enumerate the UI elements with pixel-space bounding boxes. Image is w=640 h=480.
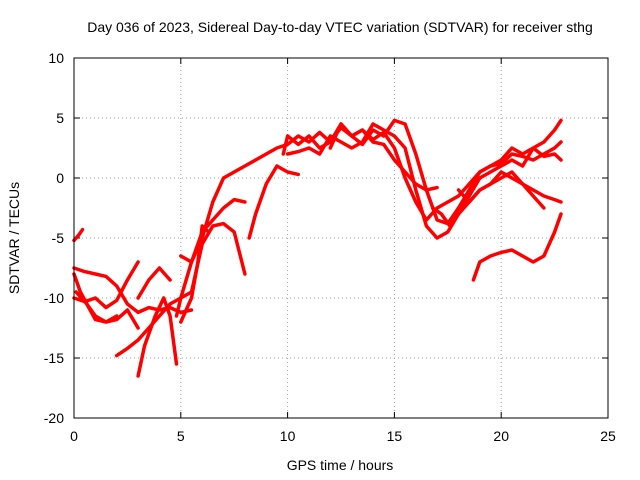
series-track-s: [471, 212, 563, 282]
y-tick-label: -5: [52, 230, 65, 246]
y-tick-label: 10: [48, 50, 64, 66]
plot-frame: [73, 57, 609, 419]
y-tick-label: -10: [44, 290, 64, 306]
series-track-k: [179, 221, 247, 300]
data-series: [72, 118, 563, 378]
y-axis-label: SDTVAR / TECUs: [6, 182, 22, 294]
series-track-r: [456, 170, 546, 210]
series-track-b: [72, 272, 140, 330]
x-axis-label: GPS time / hours: [287, 457, 394, 473]
x-tick-label: 25: [600, 428, 616, 444]
x-tick-label: 10: [280, 428, 296, 444]
series-track-g: [136, 296, 179, 378]
series-track-a: [72, 227, 85, 243]
y-tick-label: 5: [56, 110, 64, 126]
series-track-h: [136, 266, 172, 300]
x-tick-label: 5: [177, 428, 185, 444]
x-tick-label: 20: [493, 428, 509, 444]
x-axis-tick-labels: 0 5 10 15 20 25: [70, 428, 616, 444]
series-track-c: [72, 266, 194, 315]
series-track-f: [114, 296, 183, 358]
y-tick-label: -20: [44, 410, 64, 426]
y-axis-tick-labels: -20 -15 -10 -5 0 5 10: [44, 50, 64, 426]
series-track-e: [74, 290, 119, 324]
series-track-q: [431, 170, 563, 228]
y-tick-label: 0: [56, 170, 64, 186]
series-track-l: [179, 125, 439, 264]
x-tick-label: 15: [387, 428, 403, 444]
series-track-m: [247, 164, 301, 240]
x-tick-label: 0: [70, 428, 78, 444]
y-tick-label: -15: [44, 350, 64, 366]
chart-title: Day 036 of 2023, Sidereal Day-to-day VTE…: [87, 19, 593, 35]
